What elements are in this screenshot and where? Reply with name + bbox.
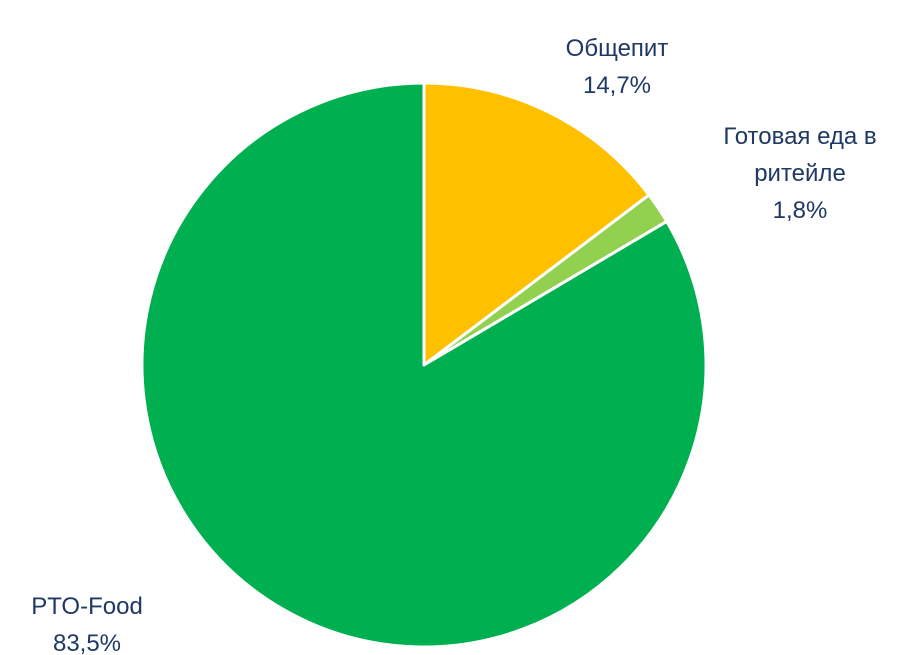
category-label: PTO-Food	[31, 593, 143, 620]
pie-slice	[422, 81, 651, 367]
category-label: Общепит	[565, 35, 669, 62]
slice-label: PTO-Food 83,5%	[0, 588, 187, 655]
value-label: 14,7%	[582, 72, 652, 99]
slice-label: Готовая еда в ритейле 1,8%	[685, 118, 910, 229]
pie-slice	[140, 81, 708, 649]
slice-label: Общепит 14,7%	[517, 30, 717, 104]
value-label: 83,5%	[52, 630, 122, 655]
value-label: 1,8%	[772, 197, 828, 224]
category-label: Готовая еда в ритейле	[723, 123, 877, 187]
